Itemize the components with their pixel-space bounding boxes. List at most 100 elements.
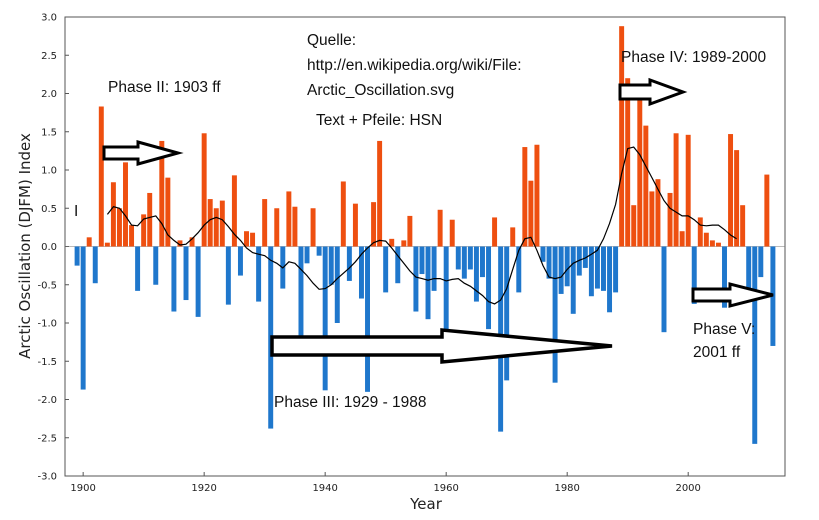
y-tick-label: 2.5 [41,51,57,62]
bar-1964 [467,246,473,270]
bar-1997 [667,192,673,247]
bar-1912 [153,246,159,285]
bar-1923 [219,200,225,247]
bar-2011 [752,246,758,444]
bar-1924 [225,246,231,305]
bar-2008 [734,150,740,247]
y-tick-label: 0.0 [41,242,57,253]
bar-2010 [746,246,752,294]
x-tick-label: 1980 [554,483,579,494]
bar-1945 [352,203,358,247]
bar-2000 [685,134,691,247]
bar-1936 [298,246,304,345]
bar-1995 [655,179,661,247]
bar-1949 [377,140,383,247]
bar-1980 [564,246,570,287]
bar-1902 [92,246,98,284]
bar-1959 [437,209,443,247]
bar-1978 [552,246,558,383]
bar-1908 [129,225,135,247]
source-file: Arctic_Oscillation.svg [307,82,454,99]
bar-1937 [304,246,310,264]
bar-1993 [643,125,649,247]
bar-1999 [679,231,685,247]
bar-1909 [135,246,141,291]
bar-1986 [601,246,606,291]
bar-1973 [522,147,528,247]
bar-2009 [740,205,746,247]
bar-1958 [431,246,437,291]
bar-1901 [86,237,92,247]
bar-1951 [389,238,395,247]
bar-1982 [576,246,582,276]
bar-1996 [661,246,667,333]
bar-2012 [758,246,764,278]
bar-2013 [764,174,770,247]
bar-1947 [365,246,370,392]
bar-1955 [413,246,419,312]
bar-1957 [425,246,431,320]
y-tick-label: 1.0 [41,166,57,177]
bar-1963 [461,246,467,279]
y-tick-label: -3.0 [37,472,57,483]
bar-2001 [691,246,697,304]
bar-1943 [340,181,346,247]
phase-iii-arrow [270,328,613,364]
bar-1914 [165,177,171,247]
bar-1941 [328,246,334,285]
credit-text: Text + Pfeile: HSN [316,112,442,129]
bar-1927 [244,231,249,247]
bar-1989 [619,26,625,247]
phase-v-label-line1: Phase V: [693,321,755,338]
bar-1991 [631,205,637,247]
bar-1971 [510,227,516,247]
bar-1920 [201,133,207,247]
bar-1975 [534,144,540,247]
bar-1956 [419,246,425,275]
bar-1961 [449,219,455,247]
phase-v-label-line2: 2001 ff [693,344,741,361]
bar-1918 [189,237,195,247]
bar-1910 [141,214,147,247]
bar-1934 [286,191,292,247]
phase-v-arrow [691,282,774,308]
bar-1935 [292,206,298,247]
bar-1926 [237,246,243,276]
source-label: Quelle: [307,32,356,49]
bar-1907 [123,162,128,247]
bar-1932 [274,208,280,247]
bar-1953 [401,240,407,247]
x-tick-label: 1900 [70,483,95,494]
y-tick-label: -1.5 [37,357,57,368]
bar-1915 [171,246,177,312]
bar-1911 [147,192,153,247]
bar-1948 [371,202,377,247]
y-tick-label: 2.0 [41,89,57,100]
phase-ii-arrow [102,140,184,166]
x-tick-label: 1920 [191,483,216,494]
bar-1992 [637,87,643,247]
bar-1950 [383,246,389,293]
bar-2004 [709,240,715,247]
bar-1967 [486,246,492,330]
bar-1968 [492,217,498,247]
bar-1942 [334,246,340,323]
bar-1972 [516,246,522,293]
bar-1916 [177,240,183,247]
marker-i: I [74,203,78,220]
phase-iv-arrow [618,77,688,107]
phase-ii-label: Phase II: 1903 ff [108,79,221,96]
bar-1994 [649,191,655,247]
bar-1952 [395,246,401,284]
bar-1921 [207,199,213,247]
y-tick-label: 0.5 [41,204,57,215]
bar-2003 [703,232,709,247]
x-axis-ticks: 1900 1920 1940 1960 1980 2000 [70,472,701,494]
y-tick-label: 3.0 [41,13,57,24]
bar-1929 [256,246,262,302]
bar-1970 [504,246,510,381]
bar-1939 [316,246,322,256]
source-url: http://en.wikipedia.org/wiki/File: [307,57,522,74]
bar-1922 [213,208,219,247]
y-tick-label: 1.5 [41,127,57,138]
